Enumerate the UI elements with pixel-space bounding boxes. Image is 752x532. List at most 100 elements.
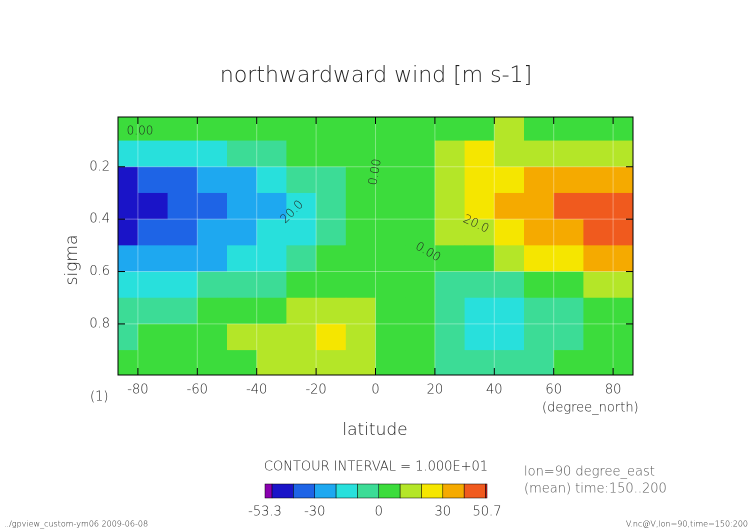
colorbar-segment bbox=[463, 483, 486, 499]
contour-cell bbox=[256, 140, 287, 168]
contour-cell bbox=[226, 350, 258, 376]
contour-cell bbox=[583, 271, 614, 299]
contour-cell bbox=[494, 245, 525, 273]
contour-cell bbox=[524, 140, 555, 168]
contour-cell bbox=[345, 350, 376, 376]
contour-cell bbox=[613, 192, 634, 220]
colorbar-segment bbox=[335, 483, 358, 499]
contour-cell bbox=[137, 140, 169, 168]
x-tick-label: -20 bbox=[305, 383, 326, 398]
contour-cell bbox=[167, 117, 198, 142]
contour-cell bbox=[583, 245, 614, 273]
x-tick-label: 0 bbox=[371, 383, 379, 398]
contour-label: 0.00 bbox=[365, 158, 383, 187]
contour-cell bbox=[434, 271, 466, 299]
y-tick-label: 0.4 bbox=[89, 212, 110, 227]
contour-cell bbox=[118, 271, 139, 299]
contour-cell bbox=[167, 245, 198, 273]
colorbar-segment bbox=[314, 483, 337, 499]
contour-cell bbox=[118, 219, 139, 246]
contour-cell bbox=[167, 323, 198, 351]
contour-cell bbox=[197, 323, 228, 351]
contour-cell bbox=[405, 323, 436, 351]
contour-cell bbox=[434, 323, 466, 351]
contour-cell bbox=[583, 140, 614, 168]
x-tick-label: -40 bbox=[246, 383, 267, 398]
contour-cell bbox=[553, 140, 584, 168]
contour-cell bbox=[613, 323, 634, 351]
contour-cell bbox=[345, 117, 376, 142]
contour-cell bbox=[226, 271, 258, 299]
contour-cell bbox=[434, 297, 466, 325]
contour-cell bbox=[405, 219, 436, 246]
contour-cell bbox=[375, 140, 406, 168]
contour-cell bbox=[434, 192, 466, 220]
contour-cell bbox=[316, 350, 347, 376]
contour-cell bbox=[464, 297, 495, 325]
x-tick-label: 80 bbox=[605, 383, 622, 398]
contour-cell bbox=[375, 245, 406, 273]
contour-cell bbox=[256, 323, 287, 351]
contour-cell bbox=[316, 117, 347, 142]
contour-cell bbox=[524, 166, 555, 194]
contour-cell bbox=[494, 192, 525, 220]
x-unit: (degree_north) bbox=[542, 401, 639, 416]
contour-cell bbox=[137, 323, 169, 351]
contour-cell bbox=[286, 219, 317, 246]
contour-cell bbox=[405, 166, 436, 194]
contour-cell bbox=[167, 350, 198, 376]
contour-cell bbox=[197, 350, 228, 376]
x-tick-label: -60 bbox=[187, 383, 208, 398]
contour-cell bbox=[434, 166, 466, 194]
contour-cell bbox=[583, 192, 614, 220]
contour-cell bbox=[316, 297, 347, 325]
contour-cell bbox=[345, 219, 376, 246]
contour-cell bbox=[375, 323, 406, 351]
contour-cell bbox=[286, 117, 317, 142]
contour-cell bbox=[583, 117, 614, 142]
footer-left: ../gpview_custom-ym06 2009-06-08 bbox=[4, 520, 148, 529]
y-unit: (1) bbox=[90, 390, 108, 405]
colorbar-tick-label: -30 bbox=[304, 505, 325, 520]
contour-cell bbox=[286, 350, 317, 376]
contour-cell bbox=[553, 323, 584, 351]
colorbar-segment bbox=[264, 483, 273, 499]
x-tick-label: -80 bbox=[127, 383, 148, 398]
colorbar-segment bbox=[399, 483, 422, 499]
y-tick-label: 0.6 bbox=[89, 264, 110, 279]
contour-cell bbox=[553, 166, 584, 194]
contour-cell bbox=[316, 271, 347, 299]
contour-cell bbox=[375, 219, 406, 246]
contour-cell bbox=[118, 166, 139, 194]
contour-cell bbox=[226, 192, 258, 220]
contour-cell bbox=[316, 323, 347, 351]
y-tick-label: 0.8 bbox=[89, 316, 110, 331]
contour-cell bbox=[256, 350, 287, 376]
contour-cell bbox=[118, 192, 139, 220]
contour-cell bbox=[286, 140, 317, 168]
contour-cell bbox=[613, 117, 634, 142]
contour-cell bbox=[434, 219, 466, 246]
contour-cell bbox=[613, 350, 634, 376]
contour-cell bbox=[464, 271, 495, 299]
contour-cell bbox=[494, 166, 525, 194]
contour-cell bbox=[464, 323, 495, 351]
contour-cell bbox=[197, 192, 228, 220]
contour-cell bbox=[197, 271, 228, 299]
contour-cell bbox=[553, 297, 584, 325]
contour-cell bbox=[197, 166, 228, 194]
contour-cell bbox=[256, 245, 287, 273]
contour-cell bbox=[434, 140, 466, 168]
contour-cell bbox=[494, 219, 525, 246]
contour-cell bbox=[118, 323, 139, 351]
contour-cell bbox=[524, 192, 555, 220]
contour-cell bbox=[226, 245, 258, 273]
contour-cell bbox=[375, 192, 406, 220]
colorbar-tick-label: 0 bbox=[375, 505, 383, 520]
contour-cell bbox=[375, 117, 406, 142]
contour-cell bbox=[256, 166, 287, 194]
contour-cell bbox=[286, 245, 317, 273]
contour-cell bbox=[494, 297, 525, 325]
contour-cell bbox=[345, 140, 376, 168]
colorbar-segment bbox=[378, 483, 401, 499]
